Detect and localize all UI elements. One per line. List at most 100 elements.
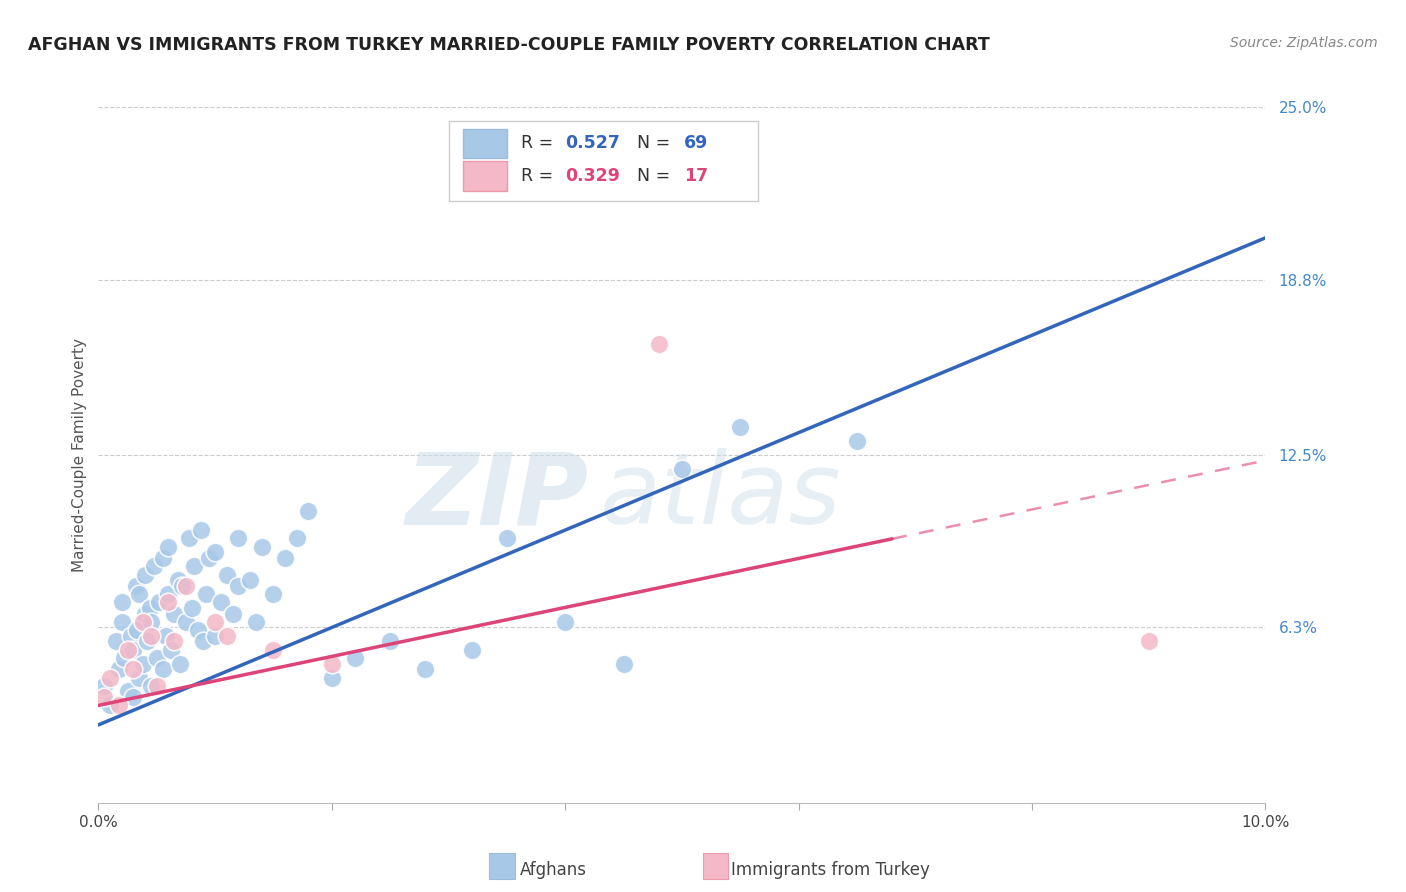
Point [215,567,238,582]
Point [183,559,205,574]
Text: N =: N = [626,134,676,153]
Point [180,601,202,615]
Text: ZIP: ZIP [405,448,589,545]
Point [647,336,669,351]
Point [496,532,519,546]
Point [172,579,194,593]
Point [204,629,226,643]
Point [117,684,139,698]
Point [174,579,197,593]
Point [228,579,250,593]
Point [297,503,319,517]
Point [117,642,139,657]
Point [152,550,174,565]
Point [190,523,212,537]
Point [321,657,343,671]
Point [157,587,180,601]
Point [204,545,226,559]
Point [169,657,191,671]
Point [179,532,201,546]
Text: N =: N = [626,167,676,185]
Point [163,634,186,648]
Point [671,462,693,476]
Point [98,671,121,685]
FancyBboxPatch shape [463,128,508,158]
Point [846,434,869,448]
Point [159,642,181,657]
Point [125,624,148,638]
Point [111,615,134,629]
Point [194,587,217,601]
Point [112,651,135,665]
Point [136,634,159,648]
Text: Afghans: Afghans [520,861,588,879]
Point [143,559,166,574]
Text: 0.527: 0.527 [565,134,620,153]
Point [413,662,436,676]
Point [139,679,162,693]
Point [198,550,221,565]
Text: 69: 69 [685,134,709,153]
Text: atlas: atlas [600,448,842,545]
Point [344,651,367,665]
FancyBboxPatch shape [449,121,758,201]
Point [166,573,188,587]
Text: AFGHAN VS IMMIGRANTS FROM TURKEY MARRIED-COUPLE FAMILY POVERTY CORRELATION CHART: AFGHAN VS IMMIGRANTS FROM TURKEY MARRIED… [28,36,990,54]
Point [157,595,180,609]
Point [139,629,162,643]
Point [461,642,484,657]
Point [139,615,162,629]
Point [204,615,226,629]
Point [274,550,297,565]
Point [209,595,232,609]
Point [239,573,262,587]
Point [174,615,197,629]
Y-axis label: Married-Couple Family Poverty: Married-Couple Family Poverty [72,338,87,572]
Point [263,587,285,601]
Point [221,607,243,621]
Point [93,679,115,693]
Bar [489,854,515,879]
Point [193,634,215,648]
Text: R =: R = [520,134,558,153]
Text: Immigrants from Turkey: Immigrants from Turkey [731,861,929,879]
Point [122,690,145,704]
Point [122,662,145,676]
Point [250,540,273,554]
Point [263,642,285,657]
FancyBboxPatch shape [463,161,508,191]
Point [148,595,170,609]
Point [215,629,238,643]
Point [187,624,209,638]
Point [285,532,308,546]
Point [128,671,150,685]
Point [380,634,402,648]
Text: R =: R = [520,167,558,185]
Text: 17: 17 [685,167,709,185]
Point [139,601,162,615]
Point [111,595,134,609]
Point [730,420,752,434]
Text: 0.329: 0.329 [565,167,620,185]
Point [321,671,343,685]
Point [163,607,186,621]
Point [134,607,156,621]
Point [146,651,169,665]
Point [108,698,131,713]
Point [146,679,169,693]
Text: Source: ZipAtlas.com: Source: ZipAtlas.com [1230,36,1378,50]
Point [125,579,148,593]
Point [132,615,155,629]
Bar [703,854,728,879]
Point [108,662,131,676]
Point [613,657,636,671]
Point [228,532,250,546]
Point [128,587,150,601]
Point [155,629,177,643]
Point [104,634,127,648]
Point [152,662,174,676]
Point [245,615,267,629]
Point [93,690,115,704]
Point [132,657,155,671]
Point [120,629,142,643]
